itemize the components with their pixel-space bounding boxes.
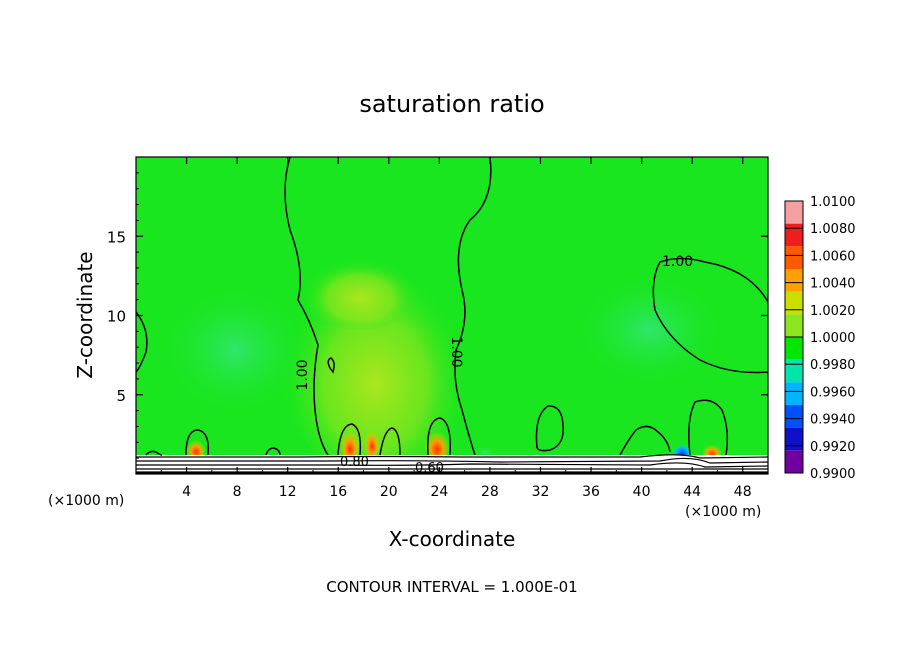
- colorbar-label: 0.9900: [810, 467, 856, 482]
- y-tick-label: 15: [107, 228, 126, 246]
- x-tick-label: 36: [582, 484, 600, 500]
- contour-label-right: 1.00: [662, 254, 693, 270]
- contour-labels: 1.00 1.00 1.00 0.80 0.60: [295, 254, 693, 476]
- y-axis-ticks: 5 10 15: [107, 172, 768, 459]
- x-tick-label: 16: [329, 484, 347, 500]
- x-tick-label: 40: [633, 484, 651, 500]
- colorbar-segment: [785, 382, 803, 405]
- colorbar-segment: [785, 427, 803, 451]
- x-tick-label: 48: [734, 484, 752, 500]
- x-axis-label: X-coordinate: [389, 527, 516, 551]
- contour-label-low-2: 0.60: [415, 461, 444, 476]
- contour-bump-8: [265, 447, 281, 456]
- colorbar-segment: [785, 314, 803, 337]
- x-tick-label: 32: [532, 484, 550, 500]
- plume-left: [155, 280, 315, 420]
- y-tick-label: 5: [116, 387, 126, 405]
- colorbar-label: 0.9980: [810, 358, 856, 373]
- x-axis-ticks: 4 8 12 16 20 24 28 32 36 40 44 48: [160, 157, 752, 500]
- hotspot-2: [340, 424, 360, 460]
- hotspot-3: [364, 424, 380, 456]
- x-unit-right: (×1000 m): [685, 504, 761, 520]
- contour-bump-7: [688, 399, 729, 456]
- colorbar-label: 1.0100: [810, 195, 856, 210]
- contour-label-central-right: 1.00: [448, 336, 464, 367]
- colorbar-label: 1.0060: [810, 249, 856, 264]
- colorbar-segment: [785, 337, 803, 360]
- x-tick-label: 8: [233, 484, 242, 500]
- contour-bump-4: [427, 417, 452, 456]
- colorbar-segment: [785, 359, 803, 383]
- contour-bump-9: [145, 450, 163, 456]
- plume-right: [570, 270, 730, 390]
- colorbar-segment: [785, 269, 803, 292]
- colorbar-label: 1.0000: [810, 331, 856, 346]
- x-tick-label: 28: [481, 484, 499, 500]
- contour-right-closed: [652, 257, 768, 374]
- colorbar: 1.0100 1.0080 1.0060 1.0040 1.0020 1.0000 0.99…: [784, 195, 856, 482]
- contour-bump-5: [535, 405, 564, 452]
- footer-note: CONTOUR INTERVAL = 1.000E-01: [326, 578, 577, 596]
- x-tick-label: 20: [380, 484, 398, 500]
- contour-lines: [136, 157, 768, 456]
- x-tick-label: 44: [683, 484, 701, 500]
- contour-bump-1: [185, 429, 210, 456]
- contour-label-central-left: 1.00: [295, 359, 311, 390]
- x-tick-label: 4: [182, 484, 191, 500]
- plot-area: [136, 157, 768, 474]
- colorbar-segment: [785, 291, 803, 315]
- colorbar-segment: [785, 246, 803, 269]
- contour-central-left: [284, 157, 329, 456]
- x-unit-left: (×1000 m): [48, 493, 124, 509]
- colorbar-label: 1.0020: [810, 304, 856, 319]
- plume-upper: [300, 250, 420, 330]
- colorbar-label: 0.9960: [810, 385, 856, 400]
- surface-band: [136, 472, 768, 474]
- colorbar-label: 1.0080: [810, 222, 856, 237]
- hotspot-4: [424, 424, 450, 460]
- colorbar-segment: [785, 450, 803, 473]
- colorbar-segment: [785, 223, 803, 247]
- x-tick-label: 24: [430, 484, 448, 500]
- contour-left-edge: [136, 311, 148, 373]
- x-tick-label: 12: [279, 484, 297, 500]
- hotspot-1: [186, 435, 206, 459]
- y-tick-label: 10: [107, 308, 126, 326]
- contour-bump-2: [337, 423, 362, 456]
- chart-title: saturation ratio: [359, 90, 544, 118]
- colorbar-label: 0.9920: [810, 440, 856, 455]
- colorbar-segment: [785, 201, 803, 224]
- y-axis-label: Z-coordinate: [73, 251, 97, 378]
- contour-bump-3: [379, 427, 401, 456]
- contour-small-loop: [327, 357, 335, 374]
- colorbar-label: 0.9940: [810, 413, 856, 428]
- contour-label-low-1: 0.80: [340, 455, 369, 470]
- hotspot-5: [702, 441, 722, 459]
- contour-bump-6: [619, 425, 671, 456]
- colorbar-segment: [785, 405, 803, 428]
- contour-central-right: [454, 157, 492, 456]
- colorbar-label: 1.0040: [810, 277, 856, 292]
